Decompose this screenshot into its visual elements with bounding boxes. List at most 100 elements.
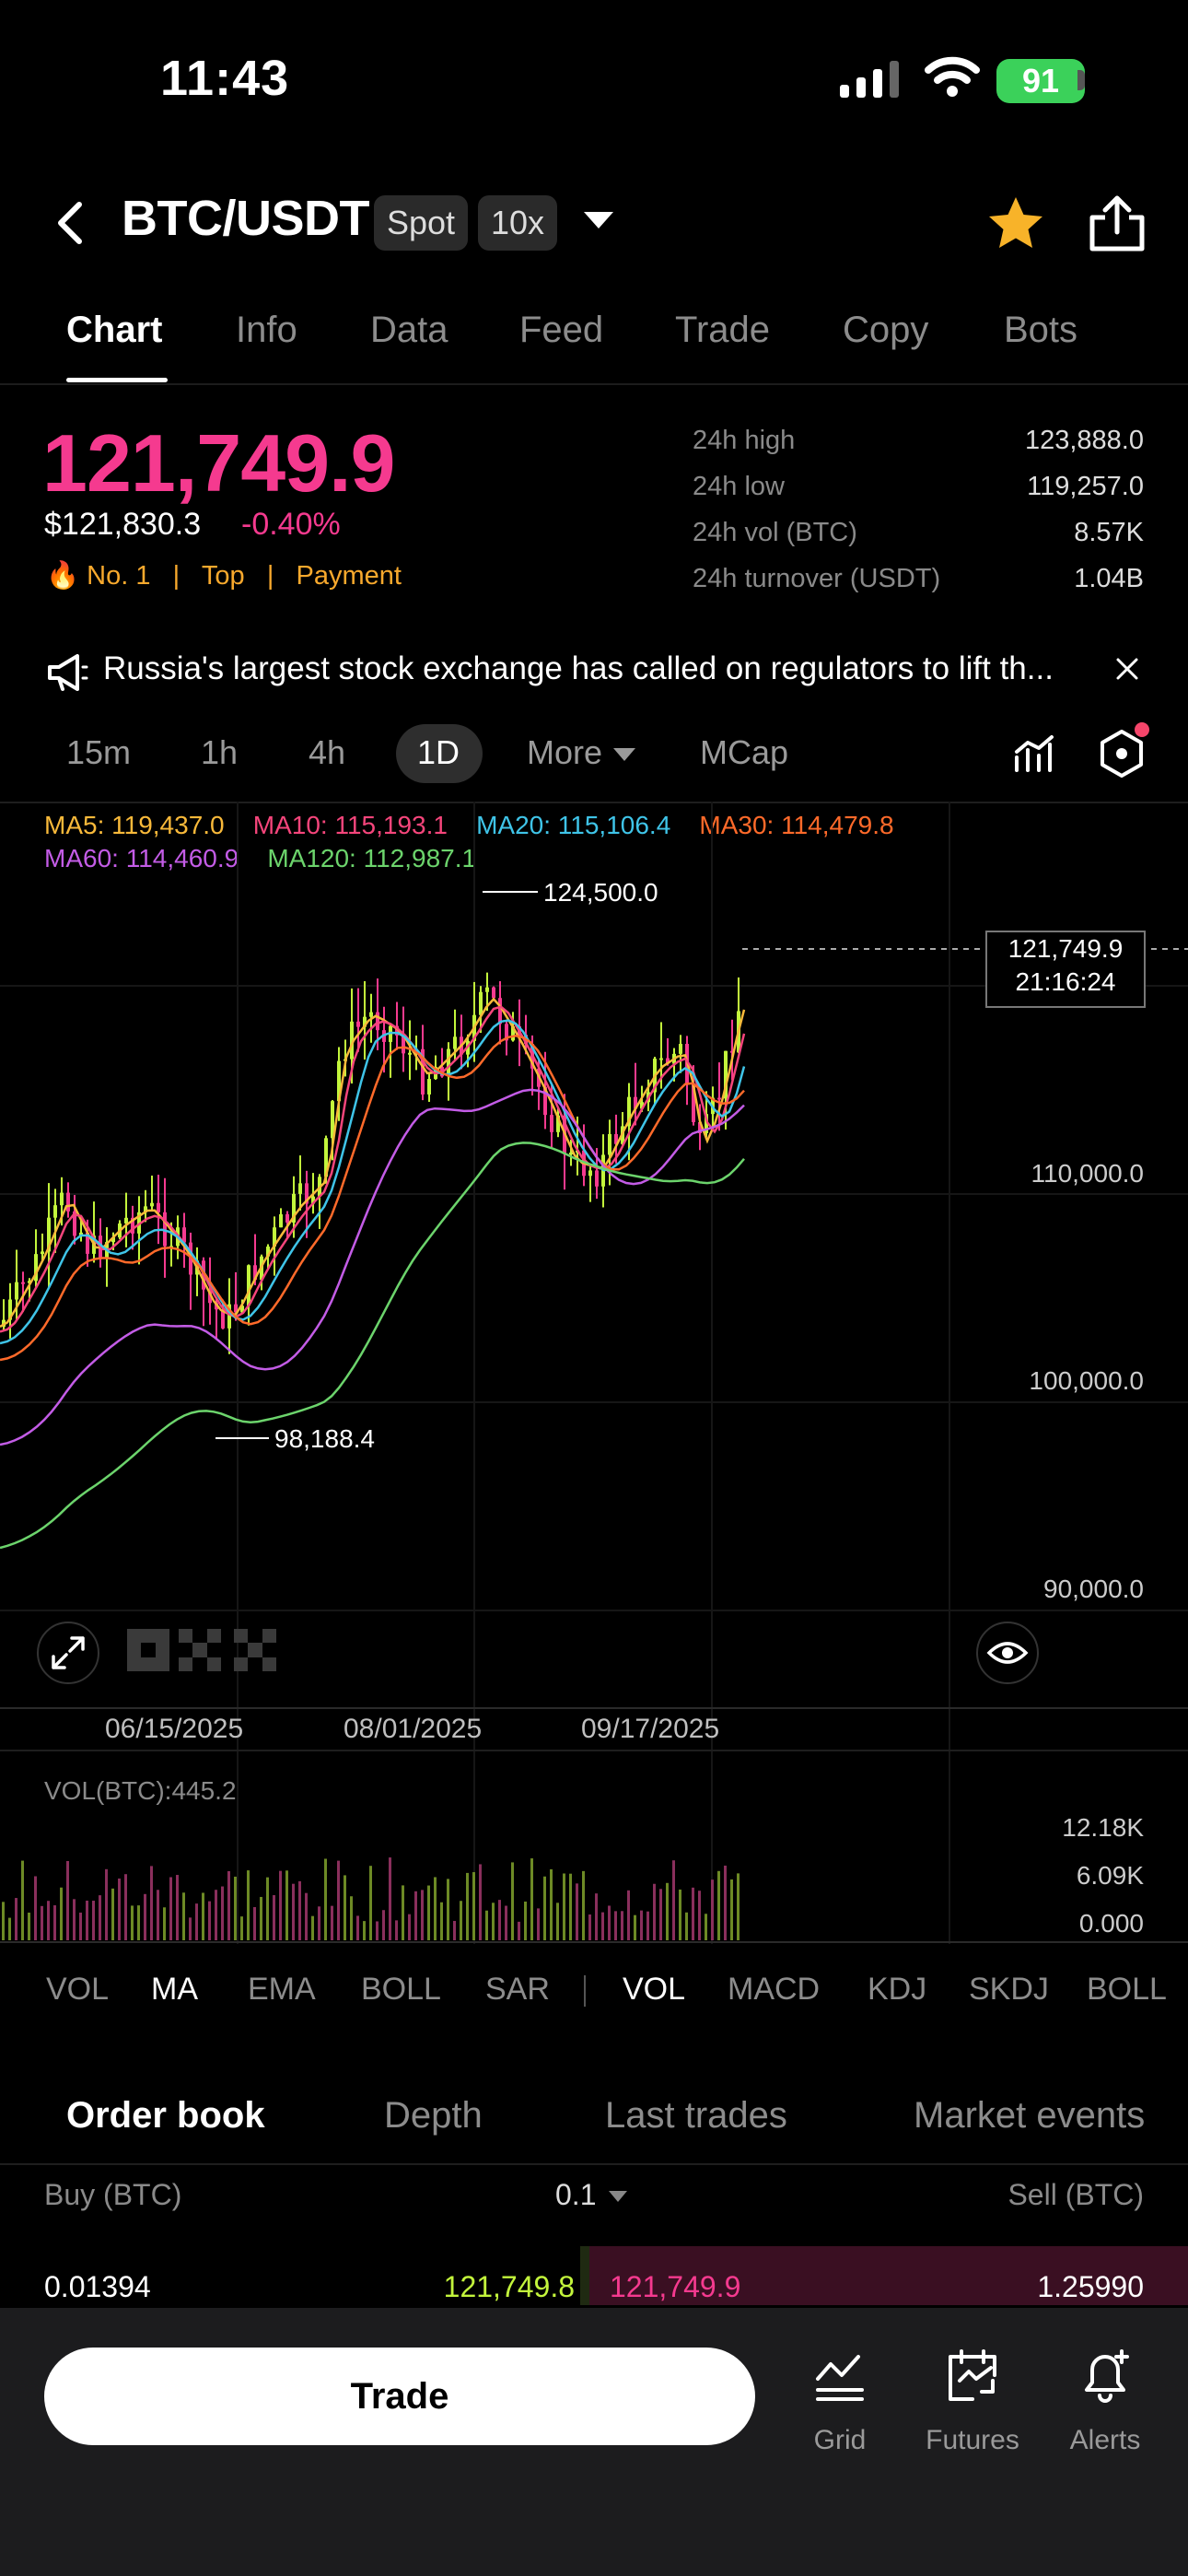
volume-bar <box>730 1879 733 1940</box>
close-icon[interactable] <box>1114 656 1140 682</box>
candle-body <box>53 1205 57 1218</box>
rank-tag[interactable]: No. 1 <box>87 561 151 591</box>
candle-body <box>511 1025 515 1041</box>
mcap-toggle[interactable]: MCap <box>700 733 789 771</box>
indicator-vol[interactable]: VOL <box>46 1972 110 2007</box>
price-change: -0.40% <box>241 507 341 542</box>
pair-title[interactable]: BTC/USDT <box>122 191 369 246</box>
subindicator-vol[interactable]: VOL <box>623 1972 686 2007</box>
volume-bar <box>318 1906 320 1940</box>
top-tag[interactable]: Top <box>201 561 245 591</box>
tab-data[interactable]: Data <box>370 310 448 350</box>
tab-trade[interactable]: Trade <box>675 310 771 350</box>
tab-market-events[interactable]: Market events <box>914 2095 1146 2136</box>
ask-price[interactable]: 121,749.9 <box>610 2270 741 2303</box>
timeframe-more[interactable]: More <box>527 733 603 771</box>
candle-body <box>376 1012 379 1031</box>
tab-depth[interactable]: Depth <box>384 2095 483 2136</box>
payment-tag[interactable]: Payment <box>296 561 402 591</box>
timeframe-1h[interactable]: 1h <box>201 733 239 771</box>
tab-last-trades[interactable]: Last trades <box>605 2095 787 2136</box>
volume-bar <box>595 1893 598 1940</box>
subindicator-skdj[interactable]: SKDJ <box>969 1972 1049 2007</box>
volume-bar <box>395 1920 398 1940</box>
volume-bar <box>434 1877 437 1940</box>
volume-bar <box>621 1911 623 1940</box>
volume-bar <box>111 1888 114 1940</box>
bid-price[interactable]: 121,749.8 <box>443 2270 575 2303</box>
volume-bar <box>86 1900 88 1940</box>
candle-body <box>124 1217 128 1224</box>
volume-bar <box>440 1902 443 1940</box>
grid-bot-icon[interactable] <box>812 2348 868 2403</box>
candle-body <box>285 1213 289 1223</box>
subindicator-boll[interactable]: BOLL <box>1087 1972 1167 2007</box>
ma-lines-layer <box>0 997 746 1550</box>
candle-body <box>550 1115 553 1132</box>
chart-grid <box>0 802 1188 1944</box>
stat-label-24h-turnover: 24h turnover (USDT) <box>693 564 941 593</box>
candlestick-chart[interactable]: 124,500.0 98,188.4 110,000.0 100,000.0 9… <box>0 802 1188 1944</box>
indicator-ema[interactable]: EMA <box>248 1972 316 2007</box>
candle-body <box>292 1193 296 1223</box>
candle-body <box>666 1058 670 1064</box>
timeframe-15m[interactable]: 15m <box>66 733 132 771</box>
trade-button[interactable]: Trade <box>44 2348 755 2445</box>
candle-body <box>182 1227 186 1243</box>
chevron-down-icon[interactable] <box>609 2191 627 2202</box>
volume-bar <box>659 1889 662 1940</box>
market-type-badge: Spot <box>374 195 469 251</box>
volume-bar <box>402 1885 404 1940</box>
ma120-label: MA120: 112,987.1 <box>267 844 477 872</box>
subindicator-kdj[interactable]: KDJ <box>868 1972 927 2007</box>
candle-body <box>556 1115 560 1132</box>
volume-bar <box>485 1910 488 1940</box>
candle-body <box>356 1021 360 1027</box>
tab-copy[interactable]: Copy <box>843 310 929 350</box>
volume-bar <box>176 1875 179 1940</box>
favorite-star-icon[interactable] <box>985 193 1046 254</box>
timeframe-4h[interactable]: 4h <box>309 733 346 771</box>
alerts-bell-icon[interactable] <box>1077 2348 1133 2403</box>
candle-body <box>8 1299 12 1320</box>
timeframe-1d[interactable]: 1D <box>417 733 460 771</box>
tag-divider: | <box>251 561 289 591</box>
precision-select[interactable]: 0.1 <box>555 2178 597 2211</box>
volume-bar <box>679 1889 681 1940</box>
futures-calendar-icon[interactable] <box>945 2348 1000 2403</box>
grid-label[interactable]: Grid <box>813 2425 867 2455</box>
volume-bar <box>414 1891 417 1940</box>
back-arrow-icon[interactable] <box>52 199 92 247</box>
indicator-boll[interactable]: BOLL <box>361 1972 441 2007</box>
news-ticker[interactable]: Russia's largest stock exchange has call… <box>103 650 1054 686</box>
subindicator-macd[interactable]: MACD <box>728 1972 821 2007</box>
volume-bar <box>324 1858 327 1940</box>
candle-body <box>634 1096 637 1109</box>
candle-body <box>47 1217 51 1252</box>
chevron-down-icon[interactable] <box>613 748 635 761</box>
tab-info[interactable]: Info <box>236 310 297 350</box>
volume-bar <box>305 1892 308 1940</box>
share-icon[interactable] <box>1087 193 1147 254</box>
battery-nub <box>1077 70 1085 90</box>
tab-feed[interactable]: Feed <box>519 310 604 350</box>
tab-order-book[interactable]: Order book <box>66 2095 265 2136</box>
alerts-label[interactable]: Alerts <box>1069 2425 1141 2455</box>
stat-label-24h-vol: 24h vol (BTC) <box>693 518 857 547</box>
volume-bar <box>556 1903 559 1940</box>
indicator-ma[interactable]: MA <box>151 1972 198 2007</box>
tab-bots[interactable]: Bots <box>1004 310 1078 350</box>
indicator-chart-icon[interactable] <box>1013 733 1055 776</box>
indicator-sar[interactable]: SAR <box>485 1972 550 2007</box>
visibility-toggle-button[interactable] <box>976 1622 1039 1684</box>
volume-bar <box>124 1874 127 1940</box>
okx-logo-icon <box>127 1629 276 1671</box>
volume-bar <box>692 1887 694 1940</box>
volume-bar <box>285 1870 288 1940</box>
tab-chart[interactable]: Chart <box>66 310 163 350</box>
expand-chart-button[interactable] <box>37 1622 99 1684</box>
pair-dropdown-chevron-icon[interactable] <box>584 212 613 228</box>
candle-body <box>453 1036 457 1049</box>
futures-label[interactable]: Futures <box>926 2425 1019 2455</box>
settings-hexagon-icon[interactable] <box>1096 728 1147 779</box>
